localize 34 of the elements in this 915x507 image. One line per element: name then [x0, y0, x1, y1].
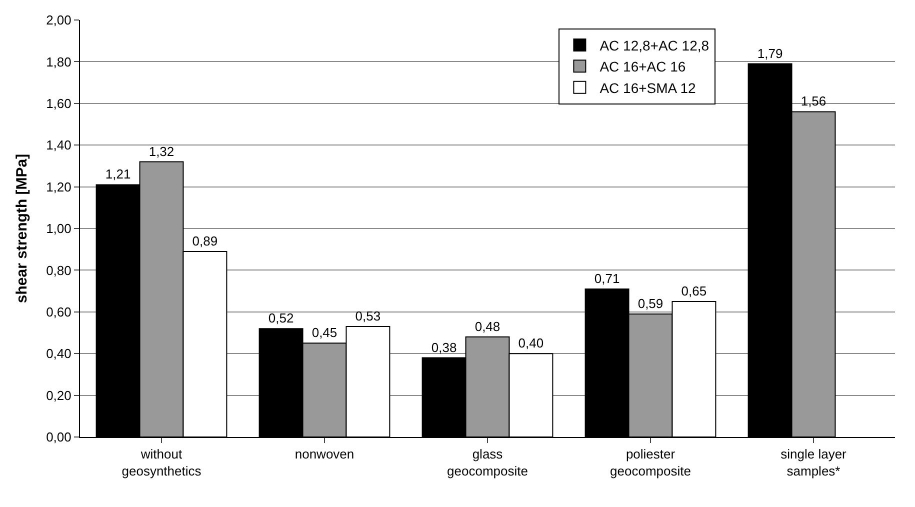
legend-label: AC 12,8+AC 12,8	[600, 37, 710, 54]
y-tick-label: 2,00	[46, 12, 72, 28]
y-axis-title: shear strength [MPa]	[13, 154, 30, 304]
data-label: 0,52	[268, 310, 294, 326]
data-label: 0,48	[474, 318, 500, 334]
data-label: 0,38	[431, 340, 457, 355]
data-label: 0,40	[518, 336, 544, 351]
y-tick-label: 0,80	[46, 262, 72, 278]
data-label: 0,65	[681, 283, 707, 298]
data-label: 0,45	[312, 325, 338, 340]
y-tick-label: 1,40	[46, 138, 72, 153]
data-label: 1,21	[105, 166, 131, 182]
x-tick-label: glass geocomposite	[447, 446, 528, 478]
y-tick-label: 0,60	[46, 304, 72, 320]
legend-label: AC 16+AC 16	[600, 58, 686, 75]
data-label: 0,59	[638, 296, 664, 311]
y-tick-label: 1,60	[46, 96, 72, 111]
data-label: 0,71	[594, 270, 620, 286]
data-label: 0,53	[355, 308, 381, 324]
y-tick-label: 0,00	[46, 430, 72, 445]
y-tick-label: 1,00	[46, 221, 72, 236]
data-label: 1,79	[757, 46, 783, 61]
y-tick-label: 1,80	[46, 54, 72, 70]
x-tick-label: single layer samples*	[780, 446, 848, 478]
y-tick-label: 0,40	[46, 346, 72, 362]
x-tick-label: poliester geocomposite	[610, 446, 691, 478]
legend-label: AC 16+SMA 12	[600, 80, 696, 96]
data-label: 0,89	[192, 233, 218, 248]
y-tick-label: 0,20	[46, 388, 72, 403]
data-label: 1,32	[148, 144, 174, 159]
x-tick-label: without geosynthetics	[122, 446, 202, 478]
y-tick-label: 1,20	[46, 179, 72, 194]
x-tick-label: nonwoven	[294, 446, 354, 462]
data-label: 1,56	[800, 94, 826, 109]
